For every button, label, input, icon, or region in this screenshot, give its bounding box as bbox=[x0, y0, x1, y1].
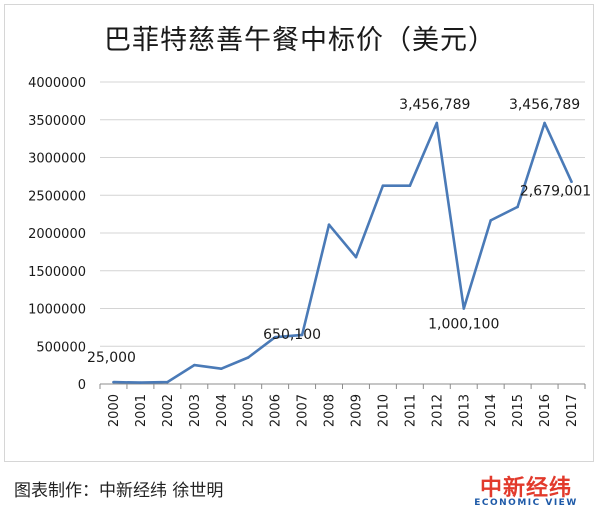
data-label: 25,000 bbox=[87, 350, 136, 366]
y-tick-label: 500000 bbox=[36, 340, 86, 355]
x-tick-label: 2013 bbox=[457, 394, 472, 427]
y-tick-label: 2500000 bbox=[28, 189, 86, 204]
y-tick-label: 4000000 bbox=[28, 76, 86, 91]
data-label: 3,456,789 bbox=[509, 97, 580, 113]
x-tick-label: 2007 bbox=[296, 394, 311, 427]
x-tick-label: 2006 bbox=[269, 394, 284, 427]
x-tick-label: 2002 bbox=[161, 394, 176, 427]
x-tick-label: 2016 bbox=[538, 394, 553, 427]
data-point bbox=[246, 356, 250, 359]
data-point bbox=[516, 205, 519, 209]
data-label: 3,456,789 bbox=[399, 97, 470, 113]
data-point bbox=[112, 380, 115, 384]
y-tick-label: 3500000 bbox=[28, 114, 86, 129]
x-tick-label: 2004 bbox=[215, 394, 230, 427]
x-tick-label: 2011 bbox=[403, 394, 418, 427]
data-point bbox=[327, 223, 331, 226]
x-tick-label: 2015 bbox=[511, 394, 526, 427]
data-point bbox=[354, 255, 358, 259]
x-tick-label: 2012 bbox=[430, 394, 445, 427]
data-point bbox=[273, 335, 277, 339]
data-point bbox=[139, 381, 142, 384]
footer-credit: 图表制作：中新经纬 徐世明 bbox=[14, 481, 224, 501]
data-point bbox=[219, 367, 223, 371]
brand-logo: 中新经纬 ECONOMIC VIEW bbox=[462, 470, 590, 514]
x-tick-label: 2008 bbox=[323, 394, 338, 427]
x-tick-label: 2009 bbox=[350, 394, 365, 427]
data-point bbox=[193, 363, 196, 367]
brand-name: 中新经纬 bbox=[479, 476, 572, 501]
data-point bbox=[462, 307, 466, 310]
chart-title: 巴菲特慈善午餐中标价（美元） bbox=[104, 25, 496, 56]
data-point bbox=[408, 184, 412, 188]
data-label: 650,100 bbox=[263, 327, 321, 343]
x-tick-label: 2014 bbox=[484, 394, 499, 427]
data-point bbox=[570, 180, 573, 184]
brand-subtitle: ECONOMIC VIEW bbox=[474, 498, 578, 508]
x-tick-label: 2001 bbox=[134, 394, 149, 427]
data-point bbox=[300, 333, 304, 337]
x-tick-label: 2005 bbox=[242, 394, 257, 427]
data-label: 1,000,100 bbox=[428, 316, 499, 332]
data-point bbox=[543, 121, 546, 125]
x-tick-label: 2003 bbox=[188, 394, 203, 427]
line-chart: 0 500000 1000000 1500000 2000000 2500000 30000… bbox=[28, 76, 591, 427]
x-tick-label: 2017 bbox=[565, 394, 580, 427]
data-point bbox=[435, 121, 439, 125]
y-tick-label: 1000000 bbox=[28, 303, 86, 318]
data-point bbox=[166, 380, 169, 384]
data-point bbox=[489, 219, 492, 222]
y-tick-label: 2000000 bbox=[28, 227, 86, 242]
x-tick-label: 2010 bbox=[376, 394, 391, 427]
y-tick-label: 0 bbox=[78, 378, 86, 393]
y-tick-label: 1500000 bbox=[28, 265, 86, 280]
data-label: 2,679,001 bbox=[520, 184, 591, 200]
y-tick-label: 3000000 bbox=[28, 152, 86, 167]
x-tick-label: 2000 bbox=[107, 394, 122, 427]
data-point bbox=[381, 184, 385, 188]
series-line bbox=[113, 121, 573, 384]
